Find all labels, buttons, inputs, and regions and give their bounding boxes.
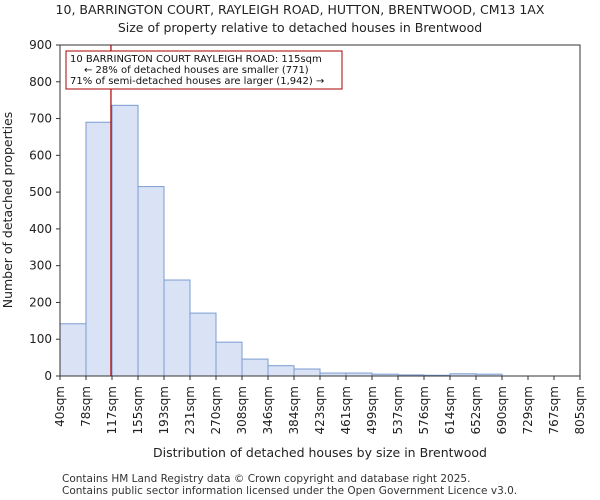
x-tick-label: 155sqm xyxy=(131,386,145,434)
x-tick-label: 614sqm xyxy=(443,386,457,434)
x-tick-label: 78sqm xyxy=(79,386,93,427)
y-tick-label: 800 xyxy=(29,75,52,89)
y-tick-label: 0 xyxy=(44,369,52,383)
annotation-line-1: 10 BARRINGTON COURT RAYLEIGH ROAD: 115sq… xyxy=(70,54,322,65)
y-tick-label: 700 xyxy=(29,112,52,126)
chart-subtitle: Size of property relative to detached ho… xyxy=(118,20,482,35)
x-tick-label: 652sqm xyxy=(469,386,483,434)
x-tick-label: 231sqm xyxy=(183,386,197,434)
x-tick-label: 805sqm xyxy=(573,386,587,434)
footer-line-1: Contains HM Land Registry data © Crown c… xyxy=(62,473,470,485)
y-tick-label: 600 xyxy=(29,148,52,162)
bar-346sqm xyxy=(267,365,295,377)
x-axis-label: Distribution of detached houses by size … xyxy=(153,445,487,460)
bar-384sqm xyxy=(293,368,321,377)
x-tick-label: 461sqm xyxy=(339,386,353,434)
x-tick-label: 117sqm xyxy=(105,386,119,434)
x-tick-label: 270sqm xyxy=(209,386,223,434)
y-tick-label: 400 xyxy=(29,222,52,236)
annotation-line-2: ← 28% of detached houses are smaller (77… xyxy=(84,65,309,76)
x-tick-label: 423sqm xyxy=(313,386,327,434)
y-tick-label: 300 xyxy=(29,259,52,273)
y-axis-ticks: 0 100 200 300 400 500 600 700 800 900 xyxy=(29,38,60,383)
x-tick-label: 576sqm xyxy=(417,386,431,434)
x-tick-label: 499sqm xyxy=(365,386,379,434)
bar-270sqm xyxy=(215,341,243,377)
bar-117sqm xyxy=(111,104,139,377)
y-tick-label: 500 xyxy=(29,185,52,199)
annotation-frame xyxy=(65,50,343,90)
bar-231sqm xyxy=(189,312,217,377)
y-tick-label: 100 xyxy=(29,332,52,346)
footer-line-2: Contains public sector information licen… xyxy=(62,485,517,497)
y-tick-label: 200 xyxy=(29,295,52,309)
x-tick-label: 767sqm xyxy=(547,386,561,434)
annotation-line-3: 71% of semi-detached houses are larger (… xyxy=(70,76,324,87)
x-tick-label: 729sqm xyxy=(521,386,535,434)
x-axis-ticks: 40sqm 78sqm 117sqm 155sqm 193sqm 231sqm 270sqm… xyxy=(53,376,587,434)
x-tick-label: 690sqm xyxy=(495,386,509,434)
bar-308sqm xyxy=(241,358,269,377)
bar-193sqm xyxy=(163,279,191,377)
x-tick-label: 308sqm xyxy=(235,386,249,434)
bar-78sqm xyxy=(85,121,113,377)
y-axis-label: Number of detached properties xyxy=(0,112,15,309)
chart-title: 10, BARRINGTON COURT, RAYLEIGH ROAD, HUT… xyxy=(56,2,545,17)
bars-group xyxy=(59,104,503,377)
x-tick-label: 384sqm xyxy=(287,386,301,434)
x-tick-label: 537sqm xyxy=(391,386,405,434)
x-tick-label: 40sqm xyxy=(53,386,67,427)
bar-40sqm xyxy=(59,323,87,377)
bar-155sqm xyxy=(137,186,165,377)
x-tick-label: 346sqm xyxy=(261,386,275,434)
y-tick-label: 900 xyxy=(29,38,52,52)
annotation-box: 10 BARRINGTON COURT RAYLEIGH ROAD: 115sq… xyxy=(65,50,343,90)
x-tick-label: 193sqm xyxy=(157,386,171,434)
